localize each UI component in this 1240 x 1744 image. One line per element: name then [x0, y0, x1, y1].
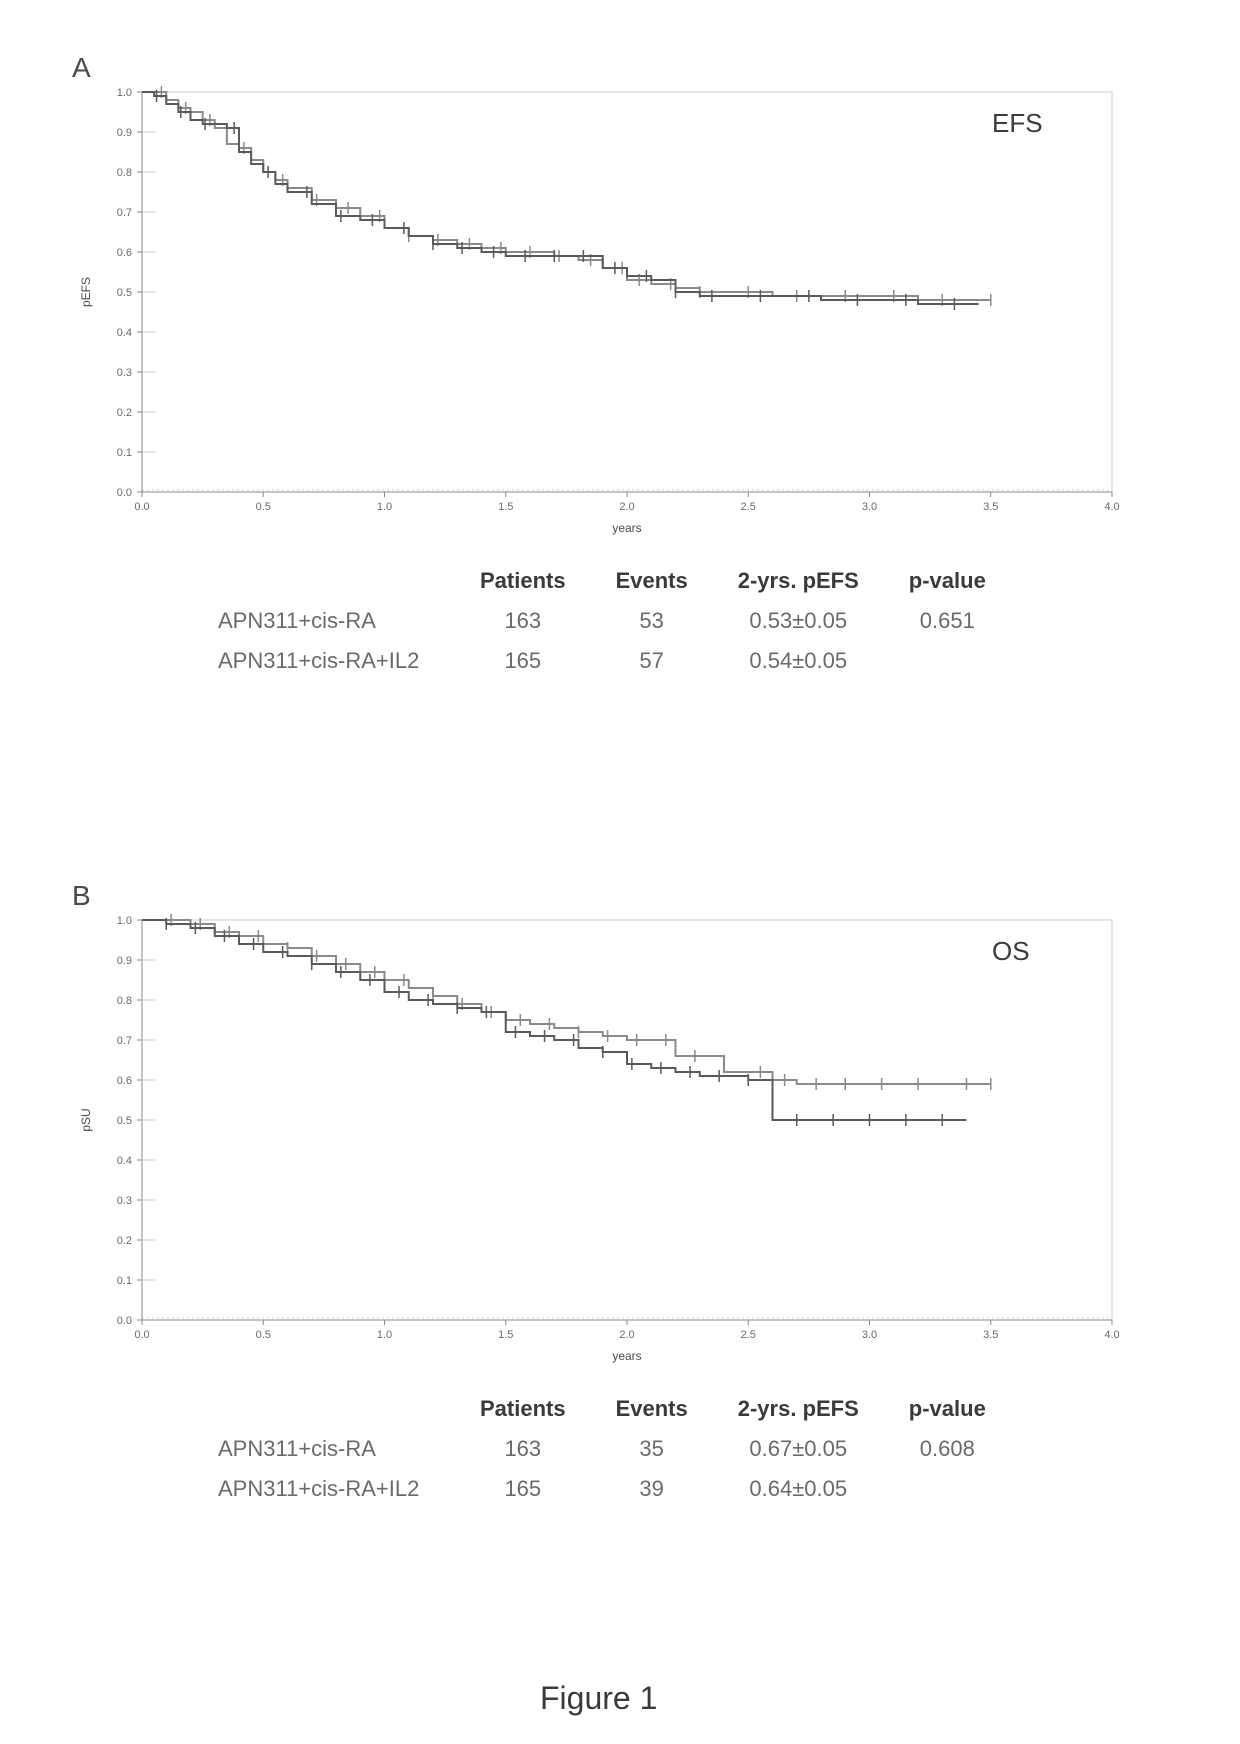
- svg-text:years: years: [612, 521, 641, 535]
- svg-text:0.0: 0.0: [117, 487, 132, 499]
- panel-a: A 0.00.10.20.30.40.50.60.70.80.91.00.00.…: [72, 52, 1132, 682]
- svg-text:0.2: 0.2: [117, 407, 132, 419]
- table-b: PatientsEvents2-yrs. pEFSp-value APN311+…: [192, 1388, 1012, 1510]
- table-cell: 53: [592, 602, 712, 640]
- svg-text:0.0: 0.0: [117, 1315, 132, 1327]
- svg-text:0.5: 0.5: [256, 1329, 271, 1341]
- table-cell: 165: [456, 642, 590, 680]
- svg-text:0.1: 0.1: [117, 447, 132, 459]
- table-row: APN311+cis-RA+IL2165570.54±0.05: [194, 642, 1010, 680]
- svg-text:0.4: 0.4: [117, 327, 132, 339]
- table-header: [194, 562, 454, 600]
- table-cell: APN311+cis-RA+IL2: [194, 1470, 454, 1508]
- table-row: APN311+cis-RA+IL2165390.64±0.05: [194, 1470, 1010, 1508]
- table-cell: APN311+cis-RA: [194, 1430, 454, 1468]
- svg-text:2.0: 2.0: [619, 1329, 634, 1341]
- table-cell: APN311+cis-RA: [194, 602, 454, 640]
- chart-b-svg: 0.0 0.1 0.2 0.3 0.4 0.5 0.6 0.7 0.8 0.9 1.0 0.0 0.5 1…: [72, 910, 1132, 1370]
- table-cell: 163: [456, 602, 590, 640]
- table-header: 2-yrs. pEFS: [714, 1390, 883, 1428]
- table-cell: [885, 1470, 1010, 1508]
- table-header: 2-yrs. pEFS: [714, 562, 883, 600]
- svg-text:0.1: 0.1: [117, 1275, 132, 1287]
- table-row: APN311+cis-RA163530.53±0.050.651: [194, 602, 1010, 640]
- svg-text:0.4: 0.4: [117, 1155, 132, 1167]
- table-cell: APN311+cis-RA+IL2: [194, 642, 454, 680]
- svg-text:4.0: 4.0: [1104, 1329, 1119, 1341]
- svg-text:0.6: 0.6: [117, 247, 132, 259]
- table-cell: 0.54±0.05: [714, 642, 883, 680]
- svg-text:1.0: 1.0: [377, 1329, 392, 1341]
- svg-text:3.5: 3.5: [983, 1329, 998, 1341]
- table-cell: 0.651: [885, 602, 1010, 640]
- table-header: Patients: [456, 1390, 590, 1428]
- svg-text:1.5: 1.5: [498, 501, 513, 513]
- table-cell: 0.67±0.05: [714, 1430, 883, 1468]
- svg-text:3.5: 3.5: [983, 501, 998, 513]
- panel-b-label: B: [72, 880, 91, 912]
- svg-text:0.8: 0.8: [117, 167, 132, 179]
- svg-text:OS: OS: [992, 936, 1030, 966]
- panel-a-label: A: [72, 52, 91, 84]
- svg-text:1.0: 1.0: [117, 87, 132, 99]
- svg-text:pEFS: pEFS: [79, 277, 93, 307]
- svg-text:0.5: 0.5: [117, 1115, 132, 1127]
- svg-text:4.0: 4.0: [1104, 501, 1119, 513]
- table-cell: 0.53±0.05: [714, 602, 883, 640]
- table-cell: [885, 642, 1010, 680]
- svg-text:0.5: 0.5: [117, 287, 132, 299]
- svg-text:0.0: 0.0: [134, 501, 149, 513]
- svg-text:0.9: 0.9: [117, 955, 132, 967]
- svg-text:0.3: 0.3: [117, 367, 132, 379]
- svg-text:0.7: 0.7: [117, 1035, 132, 1047]
- table-header: p-value: [885, 562, 1010, 600]
- table-cell: 0.64±0.05: [714, 1470, 883, 1508]
- svg-text:0.6: 0.6: [117, 1075, 132, 1087]
- chart-a-svg: 0.0 0.1 0.2 0.3 0.4 0.5 0.6 0.7 0.8 0.9 1.0 0.0 0.5 1…: [72, 82, 1132, 542]
- panel-b: B 0.00.10.20.30.40.50.60.70.80.91.00.00.…: [72, 880, 1132, 1510]
- table-cell: 165: [456, 1470, 590, 1508]
- svg-text:0.7: 0.7: [117, 207, 132, 219]
- svg-text:0.2: 0.2: [117, 1235, 132, 1247]
- table-header: Events: [592, 1390, 712, 1428]
- table-header: p-value: [885, 1390, 1010, 1428]
- svg-text:2.5: 2.5: [741, 501, 756, 513]
- table-header: Events: [592, 562, 712, 600]
- svg-text:pSU: pSU: [79, 1108, 93, 1131]
- svg-text:3.0: 3.0: [862, 1329, 877, 1341]
- svg-text:years: years: [612, 1349, 641, 1363]
- svg-text:EFS: EFS: [992, 108, 1043, 138]
- svg-text:1.0: 1.0: [377, 501, 392, 513]
- figure-caption: Figure 1: [540, 1680, 657, 1717]
- table-a: PatientsEvents2-yrs. pEFSp-value APN311+…: [192, 560, 1012, 682]
- svg-text:0.0: 0.0: [134, 1329, 149, 1341]
- table-row: APN311+cis-RA163350.67±0.050.608: [194, 1430, 1010, 1468]
- table-header: Patients: [456, 562, 590, 600]
- svg-text:2.5: 2.5: [741, 1329, 756, 1341]
- svg-text:1.5: 1.5: [498, 1329, 513, 1341]
- svg-text:0.9: 0.9: [117, 127, 132, 139]
- table-cell: 0.608: [885, 1430, 1010, 1468]
- svg-text:3.0: 3.0: [862, 501, 877, 513]
- table-cell: 57: [592, 642, 712, 680]
- table-cell: 163: [456, 1430, 590, 1468]
- svg-text:1.0: 1.0: [117, 915, 132, 927]
- chart-b-wrap: 0.0 0.1 0.2 0.3 0.4 0.5 0.6 0.7 0.8 0.9 1.0 0.0 0.5 1…: [72, 910, 1132, 1370]
- svg-text:0.3: 0.3: [117, 1195, 132, 1207]
- chart-a-wrap: 0.0 0.1 0.2 0.3 0.4 0.5 0.6 0.7 0.8 0.9 1.0 0.0 0.5 1…: [72, 82, 1132, 542]
- table-cell: 39: [592, 1470, 712, 1508]
- svg-text:2.0: 2.0: [619, 501, 634, 513]
- table-header: [194, 1390, 454, 1428]
- svg-text:0.5: 0.5: [256, 501, 271, 513]
- table-cell: 35: [592, 1430, 712, 1468]
- svg-text:0.8: 0.8: [117, 995, 132, 1007]
